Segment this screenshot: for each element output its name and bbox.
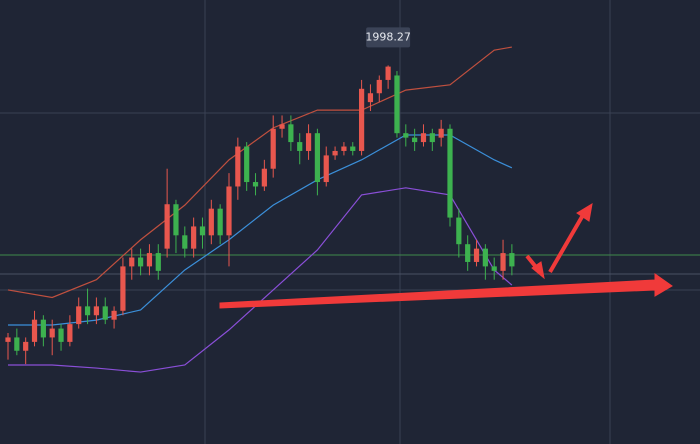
arrow xyxy=(219,273,673,309)
candle-body xyxy=(102,306,108,320)
candle-body xyxy=(420,133,427,143)
arrow-head xyxy=(531,261,545,280)
candle-body xyxy=(226,186,232,236)
candle-body xyxy=(509,253,515,267)
candle-body xyxy=(447,128,453,218)
candle-body xyxy=(146,253,153,267)
candle-body xyxy=(84,306,91,316)
candle-body xyxy=(491,266,497,271)
candle-body xyxy=(31,319,38,342)
candle-body xyxy=(465,244,471,262)
candle-body xyxy=(14,337,20,351)
candle-body xyxy=(40,319,46,338)
candle-body xyxy=(412,137,418,143)
candle-body xyxy=(76,306,82,325)
candle-body xyxy=(138,257,144,267)
candle-body xyxy=(5,337,11,342)
candle-body xyxy=(111,310,117,320)
tooltip: 1998.27 xyxy=(365,27,411,48)
arrow-head xyxy=(576,203,593,222)
candle-body xyxy=(93,306,99,316)
candle-body xyxy=(341,146,347,151)
candle-body xyxy=(288,124,294,143)
candle-body xyxy=(500,253,506,271)
candle-body xyxy=(482,248,488,267)
candle-body xyxy=(58,328,64,342)
candle-body xyxy=(155,253,161,271)
candle-body xyxy=(120,266,126,311)
candle-body xyxy=(191,226,197,249)
candle-body xyxy=(217,208,223,236)
candle-body xyxy=(376,79,382,94)
candle-body xyxy=(49,328,55,338)
candle-body xyxy=(23,341,29,351)
candle-body xyxy=(252,182,259,187)
candle-body xyxy=(182,235,188,249)
candle-body xyxy=(173,204,179,236)
candle-body xyxy=(67,324,73,342)
candle-body xyxy=(394,75,400,134)
candle-body xyxy=(199,226,206,236)
candle-body xyxy=(261,168,267,187)
candle-body xyxy=(244,146,250,183)
arrow xyxy=(548,213,585,274)
candle-body xyxy=(297,142,303,151)
candle-body xyxy=(323,155,329,183)
candle-body xyxy=(208,208,214,236)
candle-body xyxy=(279,124,285,129)
candle-body xyxy=(129,257,135,267)
candle-body xyxy=(473,248,480,262)
candle-body xyxy=(305,133,312,151)
candle-body xyxy=(359,88,365,151)
candle-body xyxy=(235,146,241,187)
candle-body xyxy=(367,93,374,103)
candle-body xyxy=(385,66,391,80)
candle-body xyxy=(456,217,462,245)
candle-body xyxy=(429,133,435,143)
candle-body xyxy=(314,133,320,183)
candle-body xyxy=(438,128,444,138)
candle-body xyxy=(350,146,356,151)
candle-body xyxy=(403,133,409,138)
candle-body xyxy=(332,150,338,156)
annotation: 1998.27 xyxy=(365,30,411,43)
candle-body xyxy=(270,128,276,169)
band-line xyxy=(7,46,512,299)
arrows xyxy=(219,203,673,309)
tooltip-box xyxy=(366,27,411,48)
plot xyxy=(5,46,515,373)
candle-body xyxy=(164,204,170,249)
